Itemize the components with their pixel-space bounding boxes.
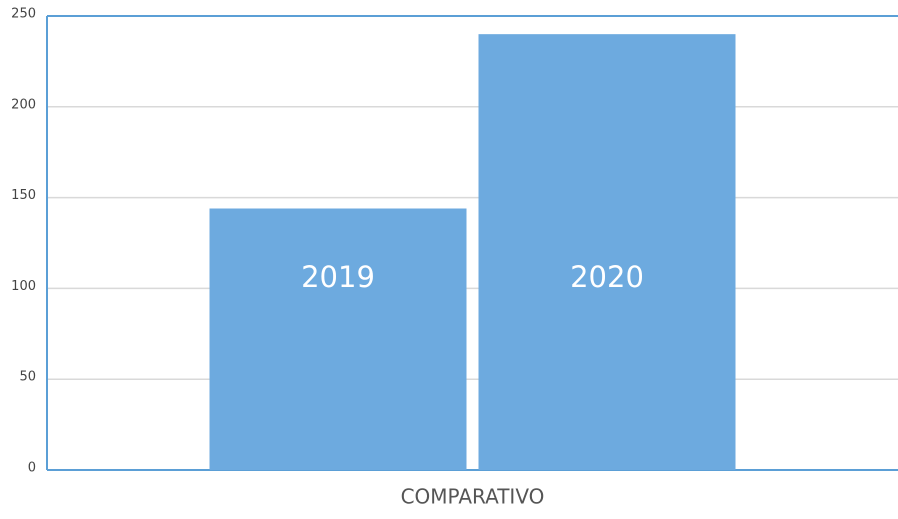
y-tick-label: 150 — [11, 188, 36, 203]
bar — [478, 34, 736, 470]
y-tick-label: 200 — [11, 97, 36, 112]
bar — [209, 208, 467, 470]
y-tick-label: 0 — [28, 461, 36, 476]
y-tick-label: 100 — [11, 279, 36, 294]
y-tick-label: 50 — [19, 370, 36, 385]
x-tick-label: COMPARATIVO — [401, 485, 545, 509]
y-tick-label: 250 — [11, 7, 36, 22]
series-label: 2020 — [570, 260, 644, 294]
series-label: 2019 — [301, 260, 375, 294]
